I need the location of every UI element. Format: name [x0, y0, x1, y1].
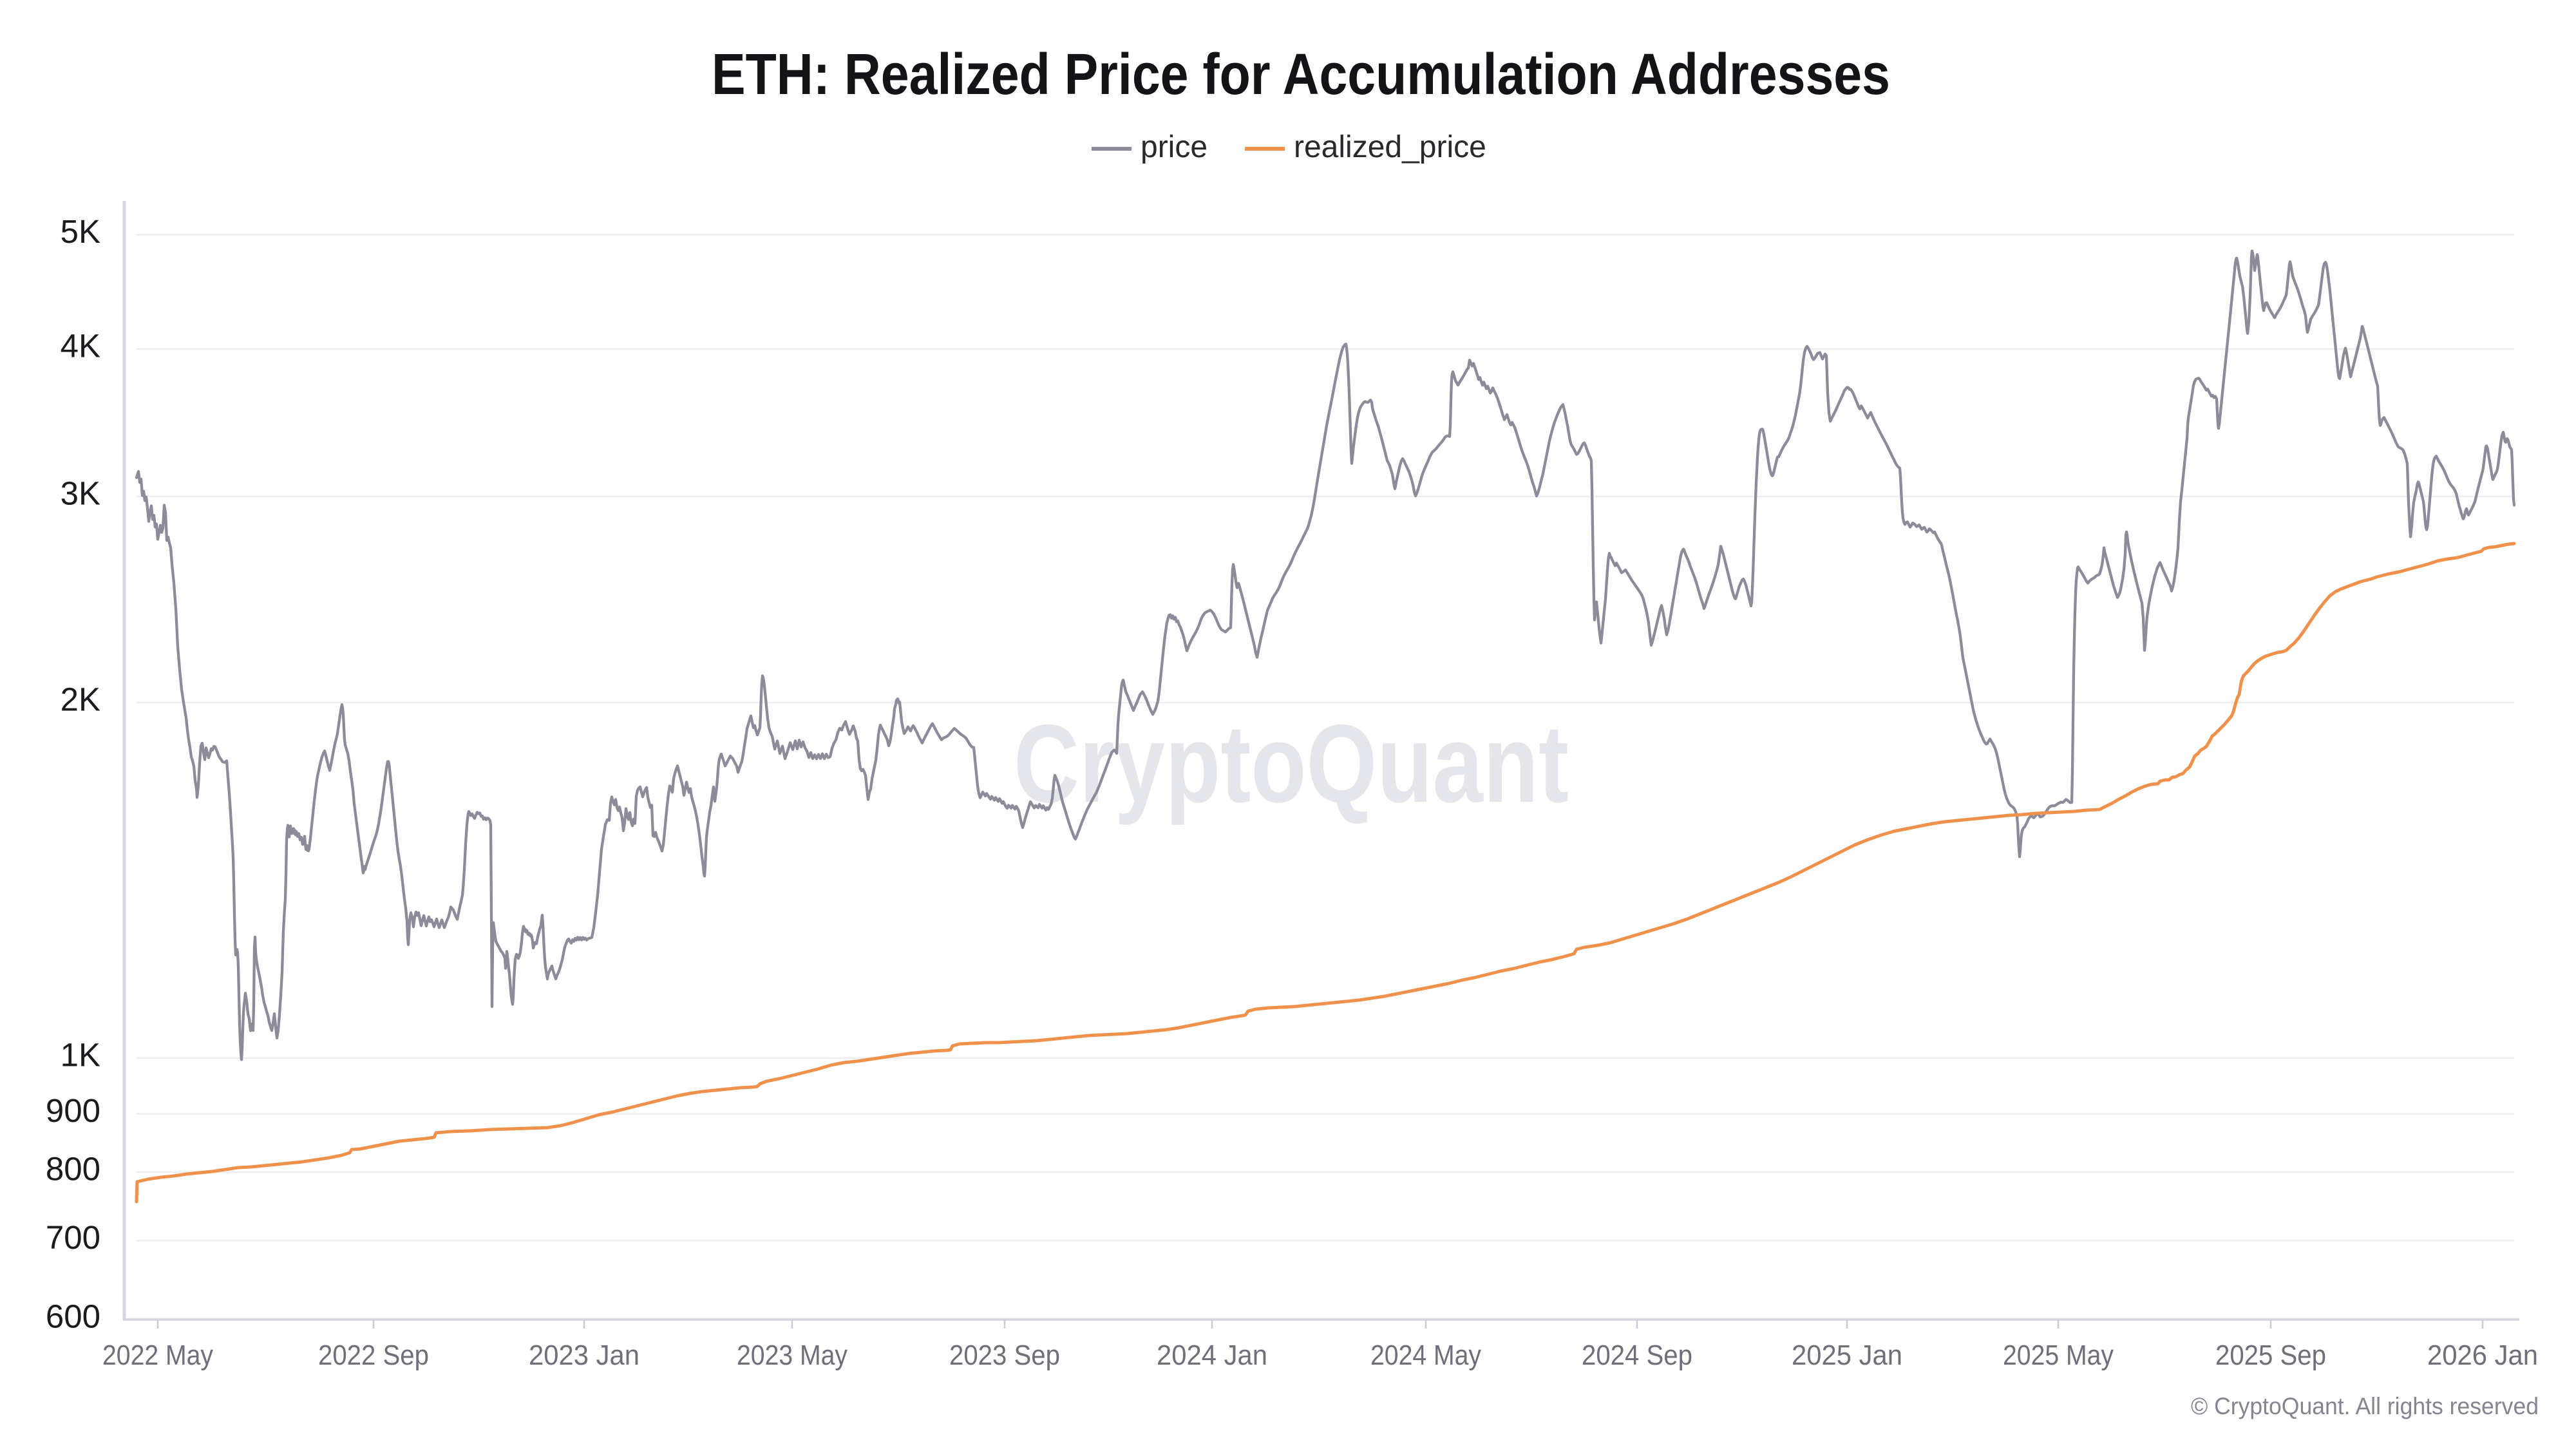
svg-text:price: price — [1141, 130, 1208, 164]
svg-text:800: 800 — [46, 1151, 100, 1188]
svg-text:CryptoQuant: CryptoQuant — [1014, 702, 1569, 826]
svg-text:3K: 3K — [61, 475, 100, 512]
svg-text:4K: 4K — [61, 328, 100, 365]
svg-text:2025 Jan: 2025 Jan — [1792, 1340, 1902, 1371]
svg-text:2K: 2K — [61, 681, 100, 718]
svg-text:2024 Sep: 2024 Sep — [1582, 1340, 1692, 1371]
svg-text:2022 May: 2022 May — [102, 1340, 213, 1371]
svg-text:© CryptoQuant. All rights rese: © CryptoQuant. All rights reserved — [2191, 1393, 2539, 1419]
svg-text:ETH: Realized Price for Accumu: ETH: Realized Price for Accumulation Add… — [712, 43, 1890, 107]
svg-text:2022 Sep: 2022 Sep — [318, 1340, 429, 1371]
svg-text:2024 May: 2024 May — [1370, 1340, 1481, 1371]
svg-text:600: 600 — [46, 1298, 100, 1335]
svg-text:2023 Sep: 2023 Sep — [949, 1340, 1060, 1371]
svg-text:realized_price: realized_price — [1294, 130, 1486, 164]
svg-text:700: 700 — [46, 1219, 100, 1256]
svg-text:5K: 5K — [61, 213, 100, 250]
svg-text:2026 Jan: 2026 Jan — [2427, 1340, 2538, 1371]
svg-text:2024 Jan: 2024 Jan — [1157, 1340, 1267, 1371]
svg-text:2025 May: 2025 May — [2003, 1340, 2114, 1371]
svg-text:900: 900 — [46, 1092, 100, 1129]
svg-text:1K: 1K — [61, 1037, 100, 1074]
svg-text:2023 May: 2023 May — [737, 1340, 848, 1371]
svg-text:2025 Sep: 2025 Sep — [2215, 1340, 2326, 1371]
svg-text:2023 Jan: 2023 Jan — [529, 1340, 639, 1371]
